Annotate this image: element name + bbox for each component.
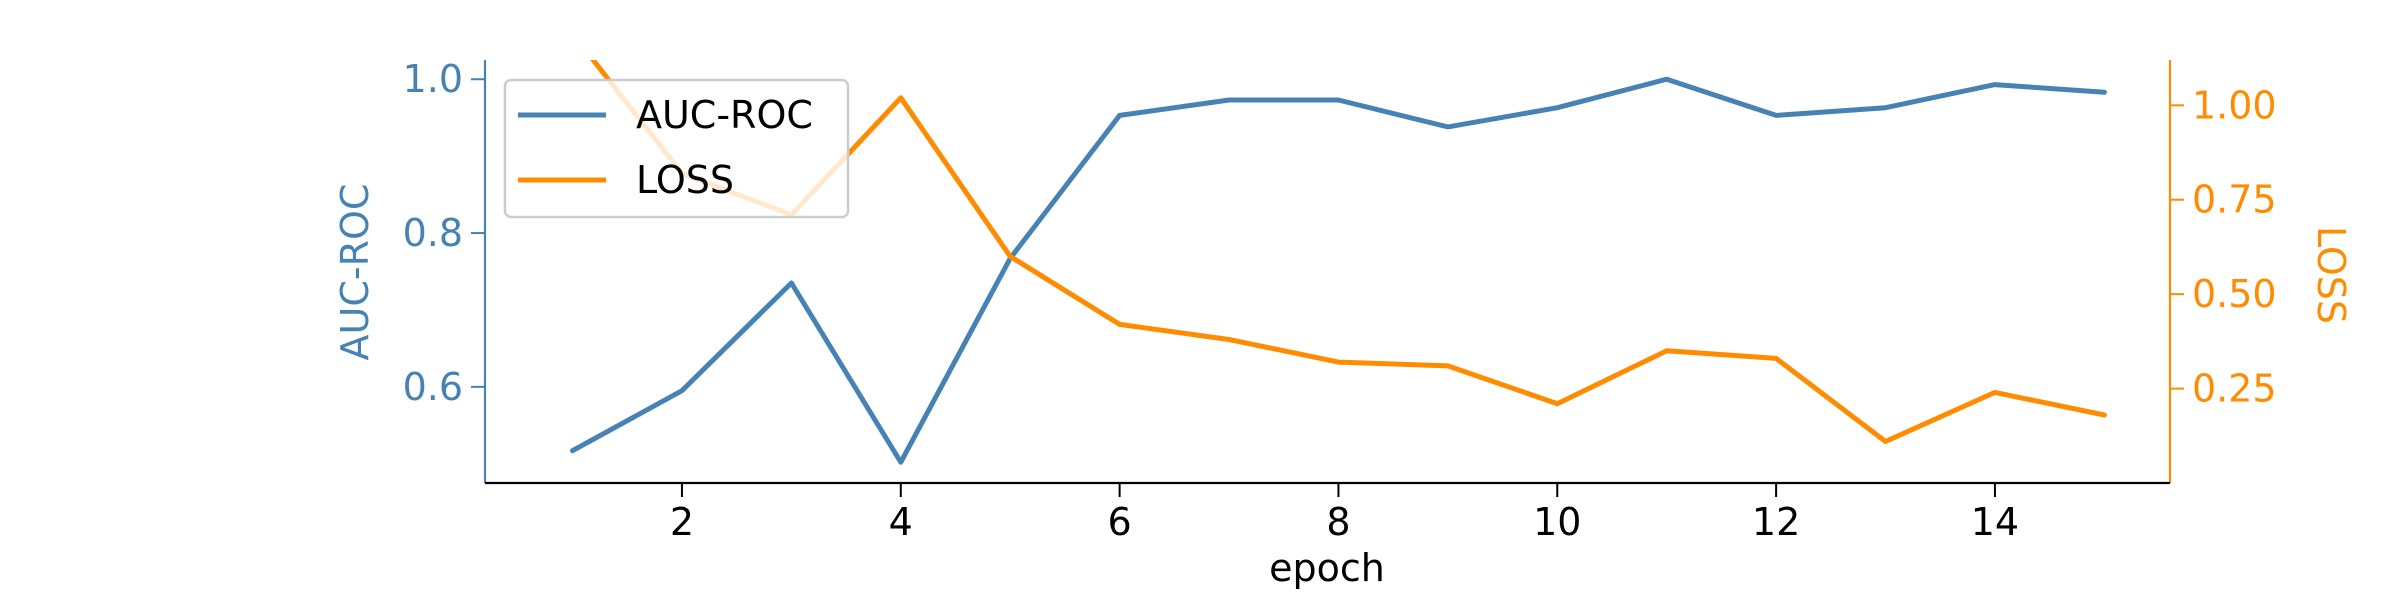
right-tick-label: 1.00 [2192,83,2277,127]
series-line-auc-roc [570,76,2107,465]
chart-legend: AUC-ROC LOSS [503,78,850,219]
left-tick-label: 1.0 [403,57,463,101]
legend-label-loss: LOSS [636,158,734,202]
left-tick-label: 0.6 [403,365,463,409]
x-axis-ticks: 2 4 6 8 10 12 14 [670,483,2019,544]
x-tick-label: 4 [889,500,913,544]
right-tick-label: 0.50 [2192,272,2277,316]
right-axis-ticks: 0.25 0.50 0.75 1.00 [2170,83,2277,411]
left-axis-ticks: 0.6 0.8 1.0 [403,57,485,409]
right-tick-label: 0.25 [2192,367,2277,411]
x-tick-label: 14 [1971,500,2019,544]
right-tick-label: 0.75 [2192,178,2277,222]
x-tick-label: 10 [1533,500,1581,544]
left-tick-label: 0.8 [403,211,463,255]
x-tick-label: 2 [670,500,694,544]
x-tick-label: 12 [1752,500,1800,544]
x-tick-label: 6 [1108,500,1132,544]
right-axis-label: LOSS [2309,226,2353,324]
x-tick-label: 8 [1326,500,1350,544]
x-axis-label: epoch [1269,546,1385,590]
left-axis-label: AUC-ROC [333,184,377,361]
legend-label-auc-roc: AUC-ROC [636,93,813,137]
